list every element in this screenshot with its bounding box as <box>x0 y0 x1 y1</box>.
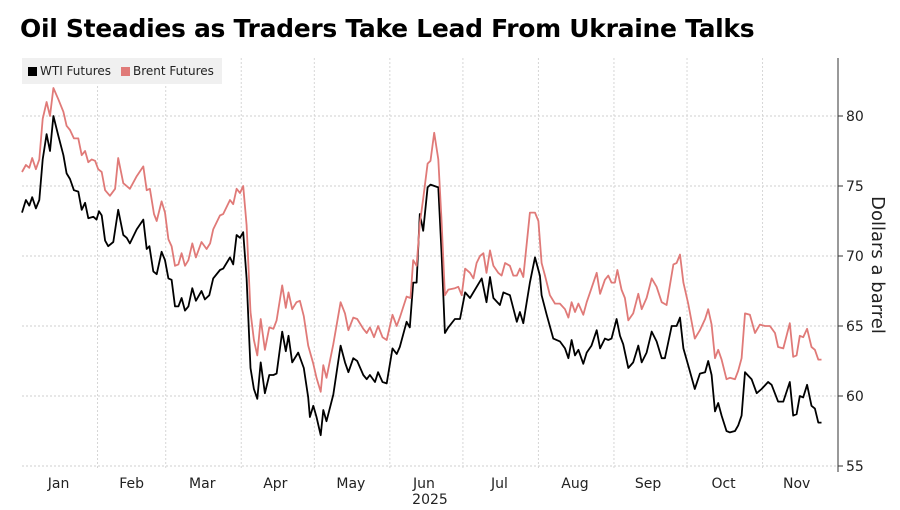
legend-label-brent: Brent Futures <box>133 64 214 78</box>
y-axis-label: Dollars a barrel <box>867 196 888 334</box>
x-tick-label: Jan <box>47 476 70 492</box>
y-tick-label: 60 <box>846 389 864 405</box>
y-tick-label: 75 <box>846 179 864 195</box>
legend-item-brent: Brent Futures <box>121 64 214 78</box>
x-tick-label: Feb <box>119 476 144 492</box>
chart-title: Oil Steadies as Traders Take Lead From U… <box>20 14 755 43</box>
legend: WTI Futures Brent Futures <box>22 58 222 84</box>
x-tick-label: Apr <box>263 476 287 492</box>
y-tick-label: 65 <box>846 319 864 335</box>
y-tick-label: 55 <box>846 459 864 475</box>
x-tick-label: Nov <box>783 476 810 492</box>
axes: 55 60 65 70 75 80 Jan Feb Mar Apr May Jun Jul Aug Sep O… <box>47 58 864 492</box>
series-lines <box>21 87 822 437</box>
brent-futures-line <box>21 87 822 393</box>
x-tick-label: Oct <box>711 476 736 492</box>
legend-label-wti: WTI Futures <box>40 64 112 78</box>
x-axis-year-label: 2025 <box>412 492 448 508</box>
x-tick-label: Jun <box>412 476 435 492</box>
wti-futures-line <box>21 115 822 437</box>
x-tick-label: Sep <box>635 476 662 492</box>
x-tick-label: May <box>336 476 365 492</box>
y-tick-label: 80 <box>846 109 864 125</box>
y-tick-label: 70 <box>846 249 864 265</box>
x-tick-label: Mar <box>189 476 216 492</box>
legend-swatch-wti <box>28 66 37 76</box>
legend-item-wti: WTI Futures <box>28 64 111 78</box>
legend-swatch-brent <box>121 66 131 76</box>
x-tick-label: Jul <box>490 476 508 492</box>
x-tick-label: Aug <box>561 476 588 492</box>
